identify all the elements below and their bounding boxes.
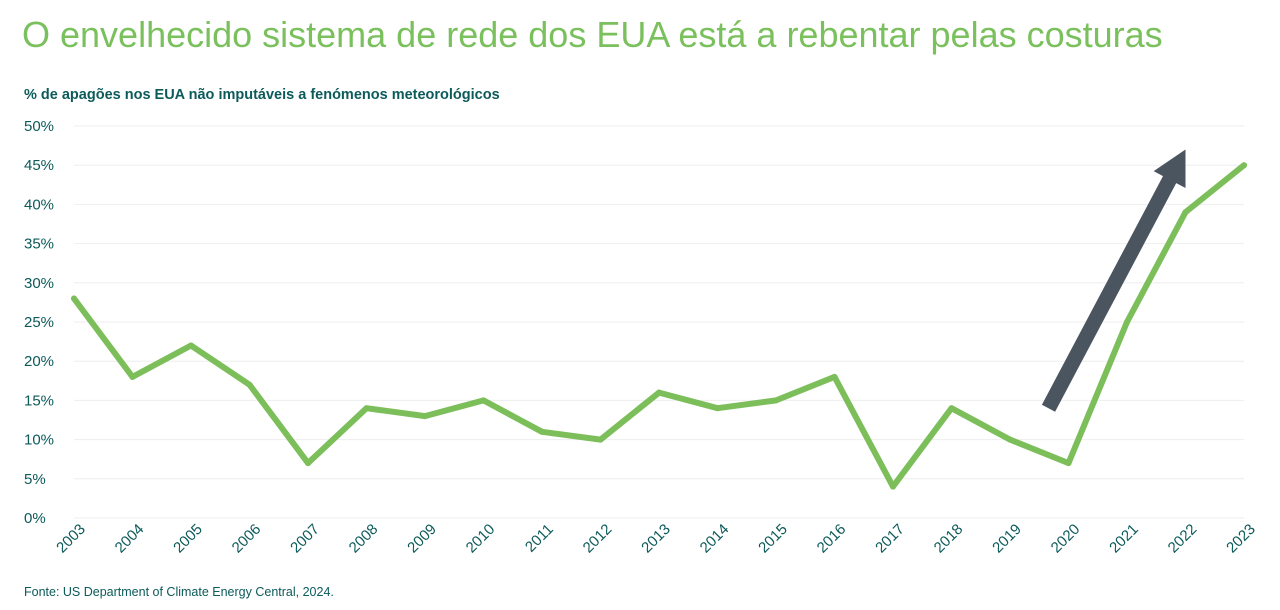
y-tick-label: 50% <box>24 118 54 135</box>
annotation-group <box>1041 149 1186 412</box>
y-tick-label: 15% <box>24 392 54 409</box>
x-tick-label: 2014 <box>697 521 733 557</box>
data-point <box>1182 209 1189 216</box>
x-tick-label: 2019 <box>989 521 1025 557</box>
y-tick-label: 20% <box>24 353 54 370</box>
data-point <box>948 405 955 412</box>
y-tick-label: 40% <box>24 196 54 213</box>
y-tick-label: 30% <box>24 275 54 292</box>
y-tick-label: 5% <box>24 471 46 488</box>
x-tick-label: 2016 <box>814 521 850 557</box>
y-axis-ticks: 0% 5% 10% 15% 20% 25% 30% 35% 40% 45% 50% <box>24 118 54 527</box>
x-tick-label: 2022 <box>1165 521 1201 557</box>
x-tick-label: 2006 <box>229 521 265 557</box>
x-tick-label: 2003 <box>53 521 89 557</box>
x-tick-label: 2004 <box>112 521 148 557</box>
data-point <box>597 436 604 443</box>
y-tick-label: 45% <box>24 157 54 174</box>
data-point <box>1065 460 1072 467</box>
series-line <box>71 162 1247 490</box>
x-tick-label: 2023 <box>1223 521 1259 557</box>
x-tick-label: 2013 <box>638 521 674 557</box>
x-tick-label: 2010 <box>463 521 499 557</box>
data-point <box>246 381 253 388</box>
series-line-group <box>71 162 1247 490</box>
y-tick-label: 0% <box>24 510 46 527</box>
x-tick-label: 2007 <box>287 521 323 557</box>
x-tick-label: 2012 <box>580 521 616 557</box>
data-point <box>188 342 194 349</box>
x-tick-label: 2018 <box>931 521 967 557</box>
data-point <box>539 428 545 435</box>
trend-arrow <box>1041 149 1186 412</box>
chart-subtitle: % de apagões nos EUA não imputáveis a fe… <box>24 87 500 103</box>
source-note: Fonte: US Department of Climate Energy C… <box>24 585 334 599</box>
x-tick-label: 2015 <box>755 521 791 557</box>
data-point <box>1007 436 1013 443</box>
x-tick-label: 2005 <box>170 521 206 557</box>
data-point <box>773 397 779 404</box>
x-tick-label: 2009 <box>404 521 440 557</box>
x-axis-ticks: 2003 2004 2005 2006 2007 2008 2009 2010 2011 2012… <box>53 521 1259 557</box>
data-point <box>305 460 311 467</box>
x-tick-label: 2020 <box>1048 521 1084 557</box>
x-tick-label: 2008 <box>346 521 382 557</box>
data-point <box>890 483 896 490</box>
data-point <box>363 405 370 412</box>
data-point <box>656 389 662 396</box>
data-point <box>714 405 721 412</box>
x-tick-label: 2017 <box>872 521 908 557</box>
data-point <box>1124 319 1130 325</box>
y-tick-label: 10% <box>24 432 54 449</box>
data-point <box>422 413 428 420</box>
grid-lines <box>74 125 1244 519</box>
y-tick-label: 25% <box>24 314 54 331</box>
y-tick-label: 35% <box>24 236 54 253</box>
data-point <box>480 397 487 404</box>
data-point <box>71 295 77 302</box>
data-point <box>1241 162 1247 169</box>
data-point <box>129 373 136 380</box>
x-tick-label: 2021 <box>1106 521 1142 557</box>
chart-title: O envelhecido sistema de rede dos EUA es… <box>22 14 1163 55</box>
x-tick-label: 2011 <box>522 521 557 556</box>
data-point <box>831 373 838 380</box>
